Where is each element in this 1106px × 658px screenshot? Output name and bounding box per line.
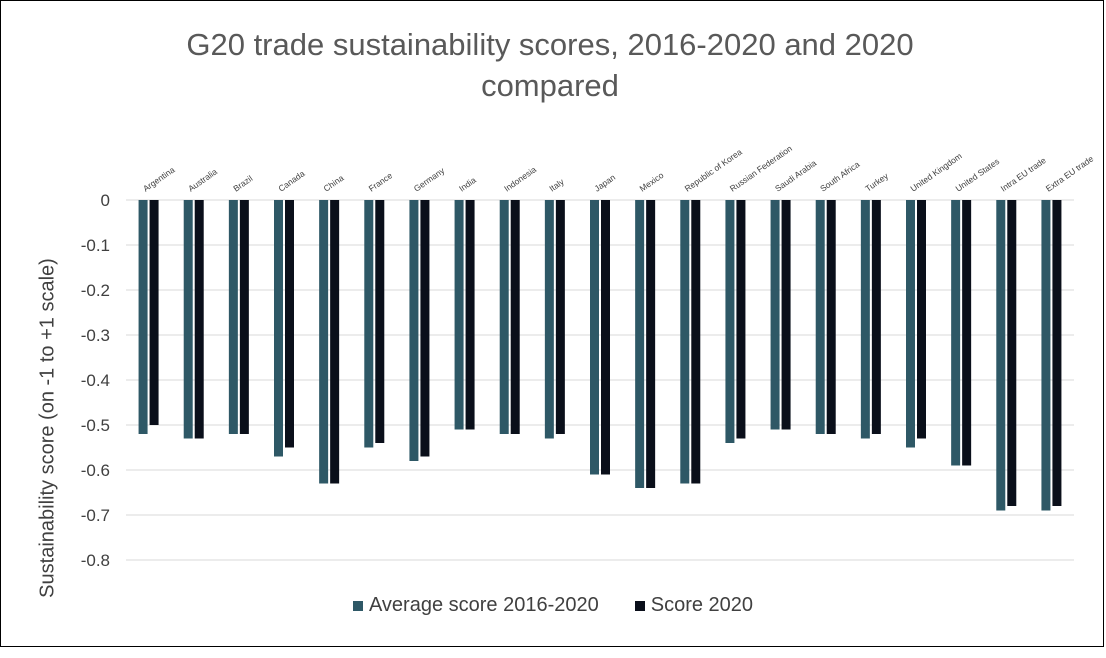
- x-category-label: Canada: [276, 168, 306, 193]
- y-tick-label: -0.4: [81, 371, 110, 390]
- bar-average: [906, 200, 915, 448]
- bar-average: [319, 200, 329, 484]
- x-category-label: France: [367, 170, 395, 194]
- bar-score-2020: [285, 200, 294, 448]
- chart-title: G20 trade sustainability scores, 2016-20…: [100, 24, 1000, 106]
- bar-score-2020: [781, 200, 791, 430]
- x-category-label: Turkey: [863, 170, 890, 193]
- bar-average: [680, 200, 690, 484]
- legend-item-score-2020: Score 2020: [634, 594, 754, 617]
- x-category-label: South Africa: [818, 159, 862, 194]
- bar-average: [725, 200, 735, 443]
- y-tick-label: -0.3: [81, 326, 110, 345]
- x-category-label: Mexico: [638, 170, 666, 194]
- bar-average: [274, 200, 283, 457]
- x-category-label: Saudi Arabia: [773, 158, 818, 194]
- bar-average: [499, 200, 509, 434]
- bar-average: [770, 200, 780, 430]
- bar-score-2020: [1052, 200, 1062, 506]
- bar-average: [409, 200, 419, 461]
- bar-score-2020: [375, 200, 385, 443]
- bar-score-2020: [962, 200, 972, 466]
- x-category-label: Argentina: [141, 164, 177, 193]
- bar-score-2020: [646, 200, 656, 488]
- x-category-label: Brazil: [231, 173, 254, 193]
- bar-average: [1041, 200, 1051, 511]
- bar-score-2020: [601, 200, 610, 475]
- x-category-label: United States: [954, 156, 1002, 193]
- x-category-label: Germany: [412, 165, 447, 194]
- chart-title-line-2: compared: [481, 68, 619, 103]
- bar-average: [364, 200, 374, 448]
- y-tick-label: -0.1: [81, 236, 110, 255]
- bar-score-2020: [330, 200, 340, 484]
- x-category-label: Indonesia: [502, 164, 538, 193]
- bar-average: [996, 200, 1006, 511]
- bar-score-2020: [149, 200, 159, 425]
- legend-item-average: Average score 2016-2020: [352, 594, 599, 617]
- legend-label-score-2020: Score 2020: [650, 594, 754, 616]
- bar-average: [815, 200, 825, 434]
- x-category-label: China: [322, 173, 346, 194]
- y-tick-label: -0.6: [81, 461, 110, 480]
- bar-score-2020: [826, 200, 836, 434]
- bar-average: [635, 200, 645, 488]
- bar-average: [228, 200, 238, 434]
- legend-swatch-average: [352, 600, 363, 611]
- chart-legend: Average score 2016-2020 Score 2020: [0, 594, 1106, 617]
- legend-swatch-score-2020: [634, 600, 645, 611]
- x-category-label: Japan: [592, 172, 617, 194]
- bar-average: [951, 200, 961, 466]
- x-category-label: Extra EU trade: [1044, 153, 1096, 193]
- bar-average: [860, 200, 870, 439]
- x-category-label: Italy: [547, 176, 566, 194]
- bar-score-2020: [510, 200, 520, 434]
- y-tick-label: -0.2: [81, 281, 110, 300]
- legend-label-average: Average score 2016-2020: [368, 594, 599, 616]
- bar-score-2020: [239, 200, 249, 434]
- bar-average: [138, 200, 148, 434]
- bar-score-2020: [917, 200, 926, 439]
- y-tick-label: -0.5: [81, 416, 110, 435]
- x-category-label: Australia: [186, 166, 219, 193]
- bar-average: [183, 200, 193, 439]
- x-category-label: Intra EU trade: [999, 155, 1048, 194]
- bar-average: [454, 200, 464, 430]
- x-category-label: India: [457, 175, 478, 194]
- bar-score-2020: [736, 200, 746, 439]
- bar-score-2020: [1007, 200, 1017, 506]
- bar-score-2020: [691, 200, 701, 484]
- bar-score-2020: [194, 200, 204, 439]
- bar-average: [590, 200, 599, 475]
- bar-average: [544, 200, 554, 439]
- y-tick-label: 0: [101, 191, 110, 210]
- bar-score-2020: [420, 200, 430, 457]
- y-tick-label: -0.7: [81, 506, 110, 525]
- bar-score-2020: [871, 200, 881, 434]
- bar-score-2020: [555, 200, 565, 434]
- y-tick-label: -0.8: [81, 551, 110, 570]
- chart-title-line-1: G20 trade sustainability scores, 2016-20…: [186, 27, 914, 62]
- bar-score-2020: [465, 200, 475, 430]
